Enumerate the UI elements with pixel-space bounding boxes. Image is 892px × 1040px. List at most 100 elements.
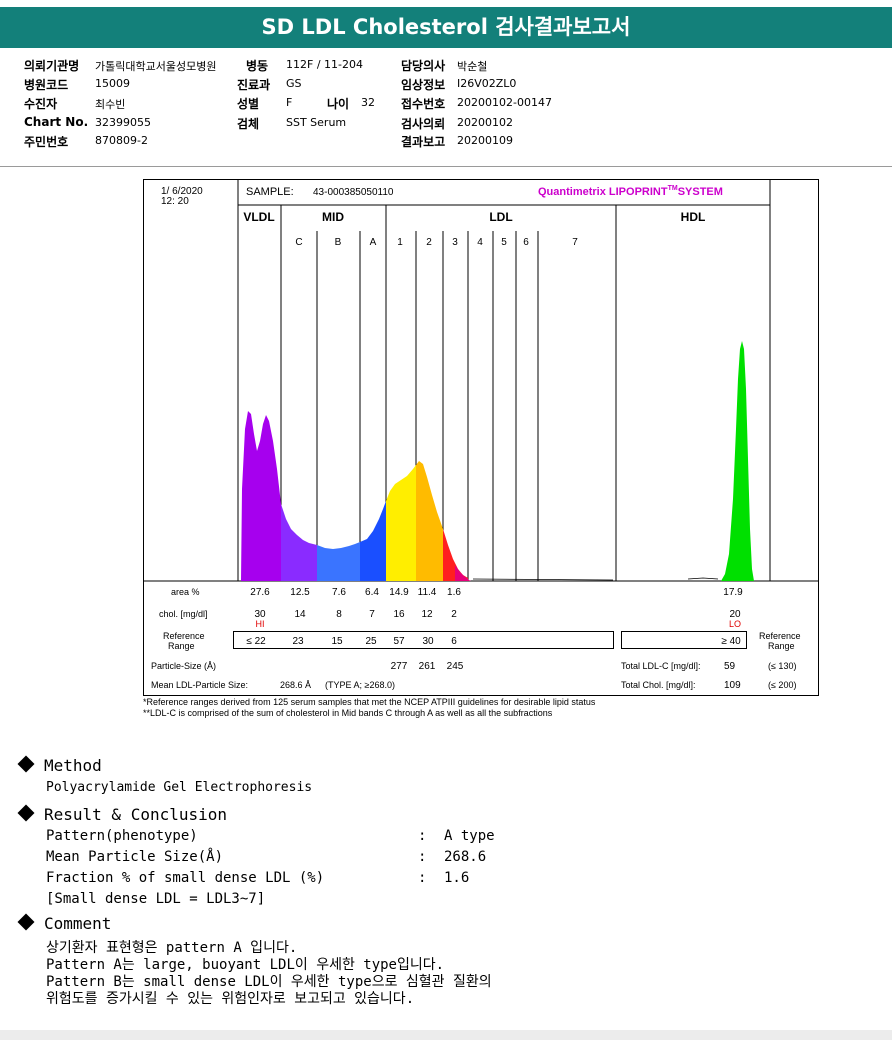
- ref-value-ldl2: 30: [422, 636, 434, 647]
- request-date-label: 검사의뢰: [401, 117, 446, 131]
- ref-label-line1: Reference: [163, 631, 205, 641]
- method-text: Polyacrylamide Gel Electrophoresis: [46, 780, 313, 795]
- ref-value-ldl1: 57: [393, 636, 405, 647]
- comment-heading-text: Comment: [44, 914, 112, 933]
- hi-flag: HI: [256, 619, 265, 629]
- ldl-footnote: **LDL-C is comprised of the sum of chole…: [143, 708, 553, 718]
- lo-flag: LO: [729, 619, 741, 629]
- hospital-code-label: 병원코드: [24, 78, 69, 92]
- ref-right-line2: Range: [768, 641, 795, 651]
- mid-band-a-area: [360, 501, 386, 581]
- result-pattern-label: Pattern(phenotype): [46, 828, 198, 844]
- ref-value-hdl: ≥ 40: [721, 636, 741, 647]
- receipt-no-value: 20200102-00147: [457, 96, 552, 109]
- request-date-value: 20200102: [457, 116, 513, 129]
- department-label: 진료과: [237, 78, 271, 92]
- diamond-bullet-icon: [17, 913, 35, 931]
- ldl-band-2-area: [416, 461, 443, 581]
- particle-size-ldl1: 277: [391, 661, 408, 672]
- particle-sizes: 277 261 245: [391, 661, 464, 672]
- mean-ldl-type: (TYPE A; ≥268.0): [325, 680, 395, 690]
- reference-footnote: *Reference ranges derived from 125 serum…: [143, 697, 596, 707]
- hospital-name-value: 가톨릭대학교서울성모병원: [95, 60, 217, 73]
- total-chol-label: Total Chol. [mg/dl]:: [621, 680, 696, 690]
- total-ldl-ref: (≤ 130): [768, 661, 796, 671]
- area-value-hdl: 17.9: [723, 587, 743, 598]
- ref-values: ≤ 22 23 15 25 57 30 6 ≥ 40: [246, 636, 741, 647]
- result-heading: Result & Conclusion: [17, 804, 228, 824]
- report-date: 1/ 6/2020: [161, 186, 203, 197]
- vldl-peak: [241, 411, 281, 581]
- clinical-info-value: I26V02ZL0: [457, 77, 517, 90]
- method-heading-text: Method: [44, 756, 102, 775]
- hdl-peak: [721, 341, 754, 581]
- report-date-label: 결과보고: [401, 135, 446, 149]
- department-value: GS: [286, 77, 302, 90]
- area-value-vldl: 27.6: [250, 587, 270, 598]
- ref-range-box: [233, 631, 614, 649]
- sample-label: SAMPLE:: [246, 186, 294, 198]
- particle-size-label: Particle-Size (Å): [151, 661, 216, 671]
- result-pattern-value: A type: [444, 828, 495, 844]
- ref-value-a: 25: [365, 636, 377, 647]
- ref-value-vldl: ≤ 22: [246, 636, 266, 647]
- ref-right-line1: Reference: [759, 631, 801, 641]
- resident-no-value: 870809-2: [95, 134, 148, 147]
- mean-ldl-value: 268.6 Å: [280, 680, 311, 690]
- band-label-5: 5: [501, 237, 507, 248]
- method-heading: Method: [17, 755, 102, 775]
- result-note: [Small dense LDL = LDL3~7]: [46, 891, 266, 907]
- area-value-b: 7.6: [332, 587, 346, 598]
- particle-size-ldl3: 245: [447, 661, 464, 672]
- result-fraction-value: 1.6: [444, 870, 470, 886]
- age-value: 32: [361, 96, 375, 109]
- report-frame: [143, 179, 819, 696]
- doctor-label: 담당의사: [401, 59, 446, 73]
- chol-value-c: 14: [294, 609, 306, 620]
- page-bottom-band: [0, 1030, 892, 1040]
- particle-size-ldl2: 261: [419, 661, 436, 672]
- lipoprint-report: 1/ 6/2020 12: 20 SAMPLE: 43-000385050110…: [143, 179, 819, 696]
- report-date-value: 20200109: [457, 134, 513, 147]
- sex-label: 성별: [237, 97, 260, 111]
- area-value-ldl1: 14.9: [389, 587, 409, 598]
- total-ldl-label: Total LDL-C [mg/dl]:: [621, 661, 701, 671]
- band-label-7: 7: [572, 237, 578, 248]
- band-label-4: 4: [477, 237, 483, 248]
- report-time: 12: 20: [161, 196, 189, 207]
- total-ldl-value: 59: [724, 661, 736, 672]
- chol-value-ldl3: 2: [451, 609, 457, 620]
- hospital-name-label: 의뢰기관명: [24, 59, 80, 73]
- result-size-value: 268.6: [444, 849, 487, 865]
- sample-id: 43-000385050110: [313, 187, 394, 198]
- system-brand: Quantimetrix LIPOPRINTTMSYSTEM: [538, 185, 723, 198]
- ldl-band-3-area: [443, 529, 468, 581]
- comment-line-4: 위험도를 증가시킬 수 있는 위험인자로 보고되고 있습니다.: [46, 991, 415, 1007]
- group-label-mid: MID: [322, 210, 344, 224]
- patient-name-label: 수진자: [24, 97, 58, 111]
- band-label-a: A: [370, 237, 377, 248]
- chart-no-value: 32399055: [95, 116, 151, 129]
- band-label-b: B: [335, 237, 342, 248]
- area-value-ldl3: 1.6: [447, 587, 461, 598]
- age-label: 나이: [327, 97, 350, 111]
- band-label-6: 6: [523, 237, 529, 248]
- band-label-2: 2: [426, 237, 432, 248]
- ref-value-ldl3: 6: [451, 636, 457, 647]
- ref-label-line2: Range: [168, 641, 195, 651]
- patient-info-panel: 의뢰기관명 가톨릭대학교서울성모병원 병원코드 15009 수진자 최수빈 Ch…: [0, 48, 892, 167]
- comment-heading: Comment: [17, 913, 112, 933]
- comment-line-1: 상기환자 표현형은 pattern A 입니다.: [46, 940, 298, 956]
- ref-range-box-hdl: [621, 631, 747, 649]
- chol-value-a: 7: [369, 609, 375, 620]
- chol-value-hdl: 20: [729, 609, 741, 620]
- result-heading-text: Result & Conclusion: [44, 805, 228, 824]
- diamond-bullet-icon: [17, 804, 35, 822]
- chol-value-b: 8: [336, 609, 342, 620]
- band-label-c: C: [295, 237, 302, 248]
- ref-value-b: 15: [331, 636, 343, 647]
- ref-value-c: 23: [292, 636, 304, 647]
- ldl-band-1-area: [386, 465, 416, 581]
- result-fraction-sep: :: [418, 870, 427, 886]
- patient-name-value: 최수빈: [95, 98, 126, 111]
